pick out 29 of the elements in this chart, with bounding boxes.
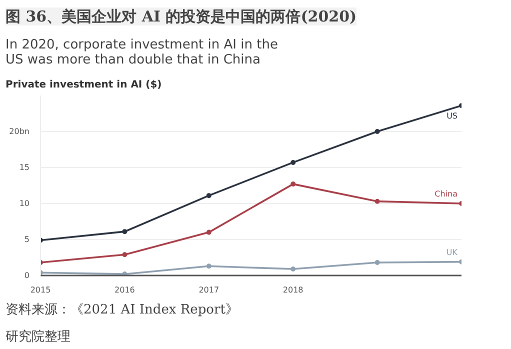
point (374, 260, 380, 266)
series-label: China (434, 190, 458, 198)
point (206, 264, 212, 269)
point (290, 266, 296, 272)
text: 资料来源：《2021 AI Index Report》 (6, 302, 238, 318)
point (206, 230, 212, 235)
point (122, 272, 128, 276)
y-tick-label: 20bn (9, 127, 30, 136)
x-tick-label: 2015 (30, 286, 51, 294)
series-label: US (446, 112, 458, 121)
point (206, 193, 212, 198)
point (122, 252, 128, 258)
point (122, 229, 128, 234)
x-tick-label: 2017 (198, 286, 220, 294)
series-label: UK (446, 248, 458, 257)
y-tick-label: 10 (19, 199, 30, 208)
y-tick-label: 0 (24, 271, 30, 280)
point (374, 129, 380, 134)
chart-subtitle: In 2020, corporate investment in AI in the US was more than double that in China (6, 38, 278, 68)
chart-title: 图 36、美国企业对 AI 的投资是中国的两倍(2020) (6, 8, 357, 26)
y-tick-label: 15 (19, 163, 30, 172)
text: 研究院整理 (6, 330, 70, 344)
y-tick-label: 5 (24, 235, 30, 244)
point (290, 160, 296, 165)
point (374, 198, 380, 204)
point (290, 182, 296, 187)
x-tick-label: 2016 (114, 286, 135, 294)
x-tick-label: 2018 (282, 286, 304, 294)
y-axis-title: Private investment in AI ($) (6, 80, 162, 90)
